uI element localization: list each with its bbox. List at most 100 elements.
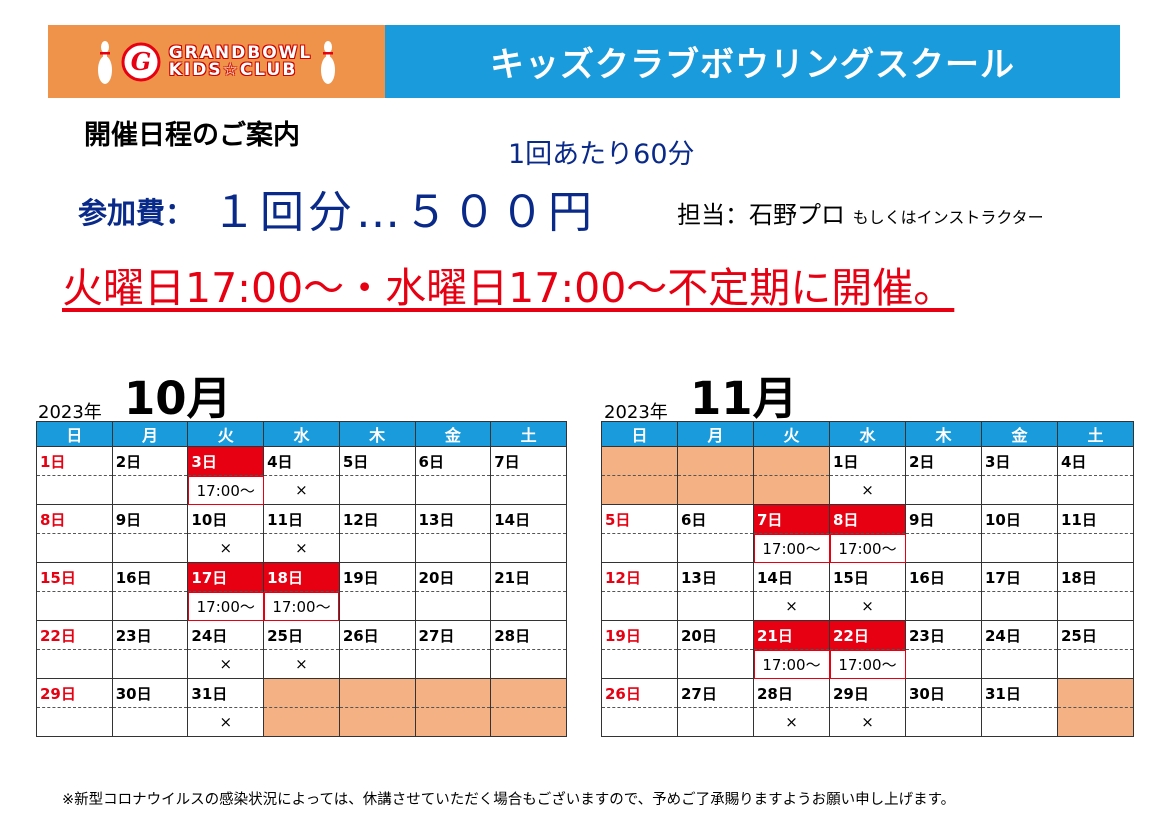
calendar-day: 6日 bbox=[677, 504, 754, 534]
calendar-note: 17:00～ bbox=[829, 649, 906, 679]
calendar-note bbox=[490, 707, 567, 737]
calendar-day: 27日 bbox=[677, 678, 754, 708]
calendar-month: 11月 bbox=[690, 372, 798, 425]
calendar-note bbox=[414, 475, 492, 505]
calendar-note bbox=[905, 475, 982, 505]
calendar-day: 8日 bbox=[829, 504, 906, 534]
calendar-day: 4日 bbox=[263, 446, 340, 476]
calendar-day: 16日 bbox=[111, 562, 189, 592]
calendar-note bbox=[905, 533, 982, 563]
calendar-day: 1日 bbox=[829, 446, 906, 476]
calendar-day: 6日 bbox=[414, 446, 492, 476]
calendar-note: × bbox=[753, 591, 830, 621]
calendar-note bbox=[414, 533, 492, 563]
staff-sub-text: もしくはインストラクター bbox=[852, 208, 1044, 227]
calendar-note bbox=[601, 533, 678, 563]
calendar-note bbox=[981, 649, 1058, 679]
calendar-empty-cell bbox=[753, 446, 830, 476]
calendar-note bbox=[111, 591, 189, 621]
calendar-note bbox=[1057, 649, 1134, 679]
weekday-header: 水 bbox=[263, 421, 340, 447]
calendar-note bbox=[414, 707, 492, 737]
calendar-day: 18日 bbox=[263, 562, 340, 592]
weekday-header: 土 bbox=[1057, 421, 1134, 447]
calendar-day: 19日 bbox=[601, 620, 678, 650]
section-heading: 開催日程のご案内 bbox=[84, 120, 300, 151]
calendar-note bbox=[338, 591, 416, 621]
calendar-day: 2日 bbox=[111, 446, 189, 476]
calendar-day: 17日 bbox=[981, 562, 1058, 592]
calendar-note bbox=[981, 707, 1058, 737]
calendar-note bbox=[36, 649, 113, 679]
calendar-note bbox=[338, 533, 416, 563]
calendar-note bbox=[601, 649, 678, 679]
calendar-note: × bbox=[829, 475, 906, 505]
calendar-day: 12日 bbox=[338, 504, 416, 534]
calendar-note bbox=[905, 707, 982, 737]
calendar-note: 17:00～ bbox=[187, 591, 265, 621]
calendar-empty-cell bbox=[601, 446, 678, 476]
calendar-day: 9日 bbox=[111, 504, 189, 534]
calendar-day: 7日 bbox=[490, 446, 567, 476]
staff-info: 担当：石野プロ もしくはインストラクター bbox=[677, 195, 1044, 230]
calendar-day: 3日 bbox=[187, 446, 265, 476]
calendar-day: 1日 bbox=[36, 446, 113, 476]
calendar-day: 14日 bbox=[490, 504, 567, 534]
weekday-header: 月 bbox=[111, 421, 189, 447]
calendar-note bbox=[338, 649, 416, 679]
calendar-day: 25日 bbox=[1057, 620, 1134, 650]
calendar-day: 21日 bbox=[753, 620, 830, 650]
calendar-note: 17:00～ bbox=[753, 649, 830, 679]
calendar-note: × bbox=[829, 707, 906, 737]
calendar-day: 28日 bbox=[753, 678, 830, 708]
calendar-note bbox=[981, 533, 1058, 563]
title-banner: キッズクラブボウリングスクール bbox=[385, 25, 1120, 98]
calendar-day: 26日 bbox=[338, 620, 416, 650]
calendar-note bbox=[36, 707, 113, 737]
calendar-day: 7日 bbox=[753, 504, 830, 534]
calendar-note bbox=[981, 475, 1058, 505]
calendar-day: 9日 bbox=[905, 504, 982, 534]
page-title: キッズクラブボウリングスクール bbox=[490, 45, 1015, 85]
weekday-header: 火 bbox=[753, 421, 830, 447]
staff-text: 担当：石野プロ bbox=[677, 201, 845, 229]
calendar-day: 19日 bbox=[338, 562, 416, 592]
calendar-note bbox=[601, 591, 678, 621]
calendar-day: 12日 bbox=[601, 562, 678, 592]
duration-text: 1回あたり60分 bbox=[508, 139, 695, 170]
weekday-header: 金 bbox=[414, 421, 492, 447]
calendar-year: 2023年 bbox=[604, 402, 668, 423]
calendar-note bbox=[338, 707, 416, 737]
calendar-note bbox=[677, 533, 754, 563]
calendar-note: × bbox=[187, 649, 265, 679]
calendar-note: 17:00～ bbox=[753, 533, 830, 563]
weekday-header: 土 bbox=[490, 421, 567, 447]
calendar-day: 11日 bbox=[1057, 504, 1134, 534]
calendar-day: 30日 bbox=[111, 678, 189, 708]
weekday-header: 日 bbox=[36, 421, 113, 447]
bowling-pin-icon bbox=[97, 40, 112, 84]
logo-banner: G GRANDBOWL KIDS☆CLUB bbox=[48, 25, 385, 98]
footer-note: ※新型コロナウイルスの感染状況によっては、休講させていただく場合もございますので… bbox=[62, 792, 956, 808]
calendar-note: × bbox=[829, 591, 906, 621]
fee-label: 参加費： bbox=[78, 196, 195, 230]
weekday-header: 金 bbox=[981, 421, 1058, 447]
calendar-day: 2日 bbox=[905, 446, 982, 476]
calendar-day: 26日 bbox=[601, 678, 678, 708]
calendar-day: 24日 bbox=[187, 620, 265, 650]
calendar-note bbox=[414, 591, 492, 621]
calendar-note bbox=[677, 475, 754, 505]
calendar-day: 10日 bbox=[187, 504, 265, 534]
logo-line2: KIDS☆CLUB bbox=[168, 59, 298, 80]
calendar-note bbox=[905, 591, 982, 621]
calendar-day: 21日 bbox=[490, 562, 567, 592]
calendar-october: 日月火水木金土 1日 2日 3日 4日 5日 6日 7日 17:00～ × 8日 9日 10日 11日 12… bbox=[36, 421, 567, 737]
calendar-note bbox=[414, 649, 492, 679]
calendar-note bbox=[601, 707, 678, 737]
calendar-day: 16日 bbox=[905, 562, 982, 592]
calendar-note bbox=[1057, 475, 1134, 505]
calendar-note bbox=[36, 475, 113, 505]
calendar-day: 29日 bbox=[36, 678, 113, 708]
calendar-empty-cell bbox=[414, 678, 492, 708]
schedule-notice: 火曜日17:00～・水曜日17:00～不定期に開催。 bbox=[62, 264, 955, 312]
